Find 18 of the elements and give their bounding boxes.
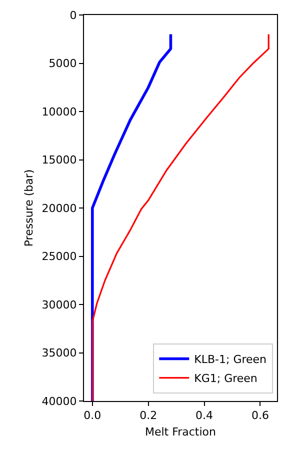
y-tick-label: 25000 <box>42 250 77 264</box>
line-series <box>92 34 270 401</box>
y-tick-label: 15000 <box>42 154 77 167</box>
legend-label: KLB-1; Green <box>194 353 267 366</box>
y-axis-title: Pressure (bar) <box>22 169 36 247</box>
y-tick-label: 30000 <box>42 298 77 312</box>
y-tick-label: 20000 <box>42 202 77 215</box>
y-tick-label: 10000 <box>42 105 77 118</box>
y-tick-label: 0 <box>70 8 77 22</box>
legend-label: KG1; Green <box>194 372 258 386</box>
y-tick-label: 5000 <box>48 57 77 70</box>
x-axis-title: Melt Fraction <box>144 425 216 438</box>
x-tick-label: 0.2 <box>140 409 158 422</box>
x-tick-label: 0.4 <box>196 409 214 422</box>
y-tick-label: 40000 <box>42 394 77 408</box>
x-tick-label: 0.0 <box>84 409 102 422</box>
y-tick-label: 35000 <box>42 346 77 360</box>
x-tick-label: 0.6 <box>251 409 269 422</box>
